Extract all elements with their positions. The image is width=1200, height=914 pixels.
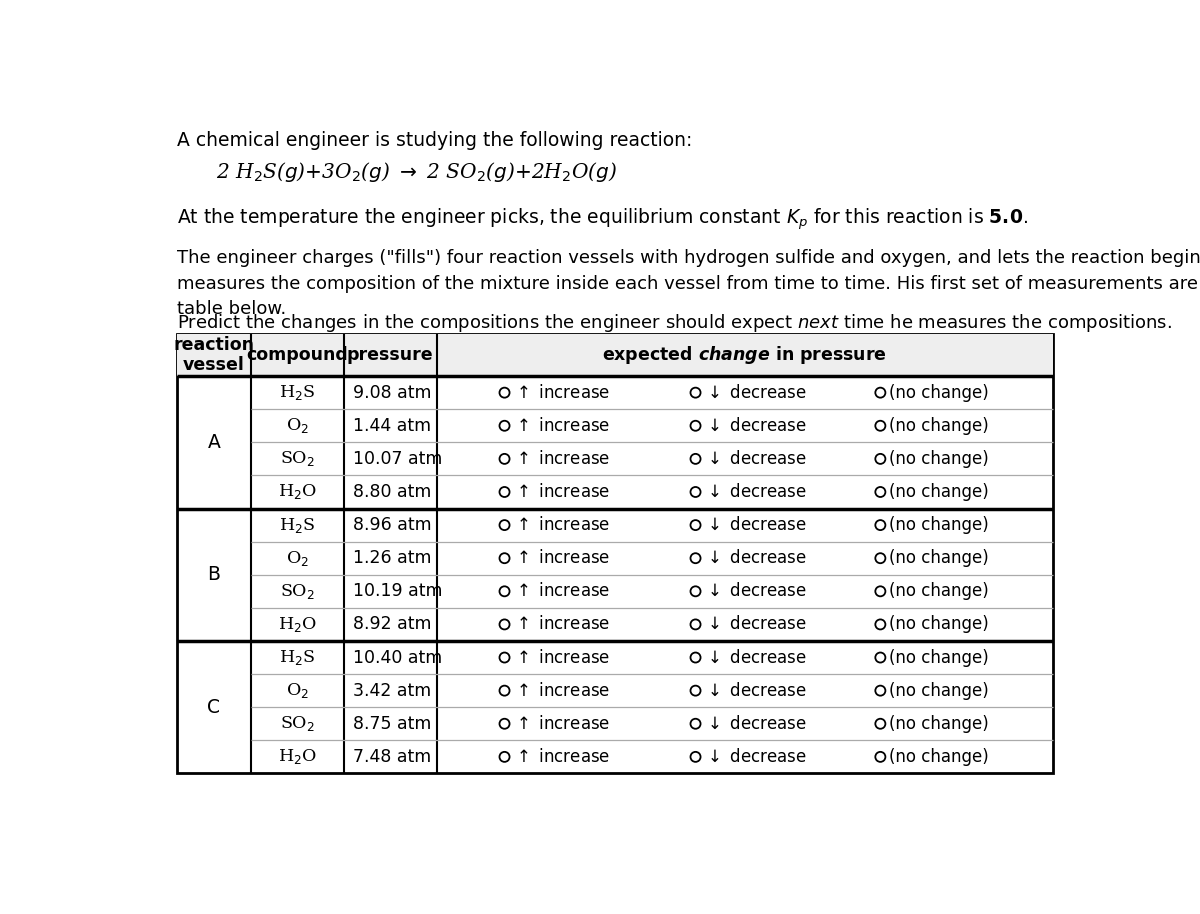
Text: (no change): (no change) — [889, 549, 989, 568]
Text: 10.19 atm: 10.19 atm — [353, 582, 443, 600]
Text: $\uparrow$ increase: $\uparrow$ increase — [514, 615, 611, 633]
Text: $\downarrow$ decrease: $\downarrow$ decrease — [704, 417, 808, 435]
Text: (no change): (no change) — [889, 715, 989, 733]
Text: 1.44 atm: 1.44 atm — [353, 417, 431, 435]
Text: SO$_2$: SO$_2$ — [280, 582, 314, 600]
Text: SO$_2$: SO$_2$ — [280, 450, 314, 468]
Bar — [178, 334, 1052, 773]
Text: O$_2$: O$_2$ — [286, 548, 308, 568]
Text: 3.42 atm: 3.42 atm — [353, 682, 431, 699]
Text: pressure: pressure — [347, 345, 433, 364]
Text: $\uparrow$ increase: $\uparrow$ increase — [514, 649, 611, 666]
Text: At the temperature the engineer picks, the equilibrium constant $K_p$ for this r: At the temperature the engineer picks, t… — [178, 207, 1028, 232]
Text: $\uparrow$ increase: $\uparrow$ increase — [514, 582, 611, 600]
Text: 8.75 atm: 8.75 atm — [353, 715, 432, 733]
Text: $\downarrow$ decrease: $\downarrow$ decrease — [704, 649, 808, 666]
Text: $\uparrow$ increase: $\uparrow$ increase — [514, 549, 611, 568]
Text: $\uparrow$ increase: $\uparrow$ increase — [514, 483, 611, 501]
Text: $\downarrow$ decrease: $\downarrow$ decrease — [704, 384, 808, 401]
Text: $\downarrow$ decrease: $\downarrow$ decrease — [704, 682, 808, 699]
Text: (no change): (no change) — [889, 450, 989, 468]
Text: H$_2$S: H$_2$S — [280, 515, 316, 535]
Text: SO$_2$: SO$_2$ — [280, 714, 314, 733]
Text: (no change): (no change) — [889, 384, 989, 401]
Text: 7.48 atm: 7.48 atm — [353, 748, 431, 766]
Text: H$_2$S: H$_2$S — [280, 648, 316, 667]
Text: $\downarrow$ decrease: $\downarrow$ decrease — [704, 549, 808, 568]
Text: H$_2$O: H$_2$O — [277, 483, 317, 502]
Text: H$_2$S: H$_2$S — [280, 383, 316, 402]
Text: $\downarrow$ decrease: $\downarrow$ decrease — [704, 483, 808, 501]
Text: The engineer charges ("fills") four reaction vessels with hydrogen sulfide and o: The engineer charges ("fills") four reac… — [178, 249, 1200, 318]
Text: $\uparrow$ increase: $\uparrow$ increase — [514, 516, 611, 534]
Text: 10.40 atm: 10.40 atm — [353, 649, 443, 666]
Text: expected $\bfit{change}$ in pressure: expected $\bfit{change}$ in pressure — [602, 344, 887, 366]
Text: C: C — [208, 697, 221, 717]
Text: (no change): (no change) — [889, 417, 989, 435]
Text: $\uparrow$ increase: $\uparrow$ increase — [514, 715, 611, 733]
Text: O$_2$: O$_2$ — [286, 416, 308, 435]
Text: (no change): (no change) — [889, 516, 989, 534]
Text: $\downarrow$ decrease: $\downarrow$ decrease — [704, 582, 808, 600]
Text: A chemical engineer is studying the following reaction:: A chemical engineer is studying the foll… — [178, 132, 692, 150]
Text: H$_2$O: H$_2$O — [277, 615, 317, 634]
Text: 10.07 atm: 10.07 atm — [353, 450, 443, 468]
Text: Predict the changes in the compositions the engineer should expect $\it{next}$ t: Predict the changes in the compositions … — [178, 313, 1172, 335]
Text: $\uparrow$ increase: $\uparrow$ increase — [514, 417, 611, 435]
Text: 2 H$_2$S($g$)+3O$_2$($g$) $\rightarrow$ 2 SO$_2$($g$)+2H$_2$O($g$): 2 H$_2$S($g$)+3O$_2$($g$) $\rightarrow$ … — [216, 161, 617, 185]
Text: A: A — [208, 433, 221, 452]
Text: $\downarrow$ decrease: $\downarrow$ decrease — [704, 715, 808, 733]
Text: $\uparrow$ increase: $\uparrow$ increase — [514, 384, 611, 401]
Text: B: B — [208, 565, 221, 584]
Text: reaction
vessel: reaction vessel — [174, 335, 254, 375]
Text: 1.26 atm: 1.26 atm — [353, 549, 432, 568]
Text: $\uparrow$ increase: $\uparrow$ increase — [514, 748, 611, 766]
Text: 9.08 atm: 9.08 atm — [353, 384, 432, 401]
Text: 8.92 atm: 8.92 atm — [353, 615, 432, 633]
Text: 8.80 atm: 8.80 atm — [353, 483, 432, 501]
Bar — [178, 334, 1052, 376]
Text: compound: compound — [246, 345, 348, 364]
Text: H$_2$O: H$_2$O — [277, 748, 317, 766]
Text: (no change): (no change) — [889, 615, 989, 633]
Text: (no change): (no change) — [889, 649, 989, 666]
Text: $\downarrow$ decrease: $\downarrow$ decrease — [704, 615, 808, 633]
Text: 8.96 atm: 8.96 atm — [353, 516, 432, 534]
Text: (no change): (no change) — [889, 582, 989, 600]
Text: $\uparrow$ increase: $\uparrow$ increase — [514, 682, 611, 699]
Text: O$_2$: O$_2$ — [286, 681, 308, 700]
Text: (no change): (no change) — [889, 682, 989, 699]
Text: $\downarrow$ decrease: $\downarrow$ decrease — [704, 516, 808, 534]
Text: (no change): (no change) — [889, 483, 989, 501]
Text: (no change): (no change) — [889, 748, 989, 766]
Text: $\downarrow$ decrease: $\downarrow$ decrease — [704, 450, 808, 468]
Text: $\uparrow$ increase: $\uparrow$ increase — [514, 450, 611, 468]
Text: $\downarrow$ decrease: $\downarrow$ decrease — [704, 748, 808, 766]
